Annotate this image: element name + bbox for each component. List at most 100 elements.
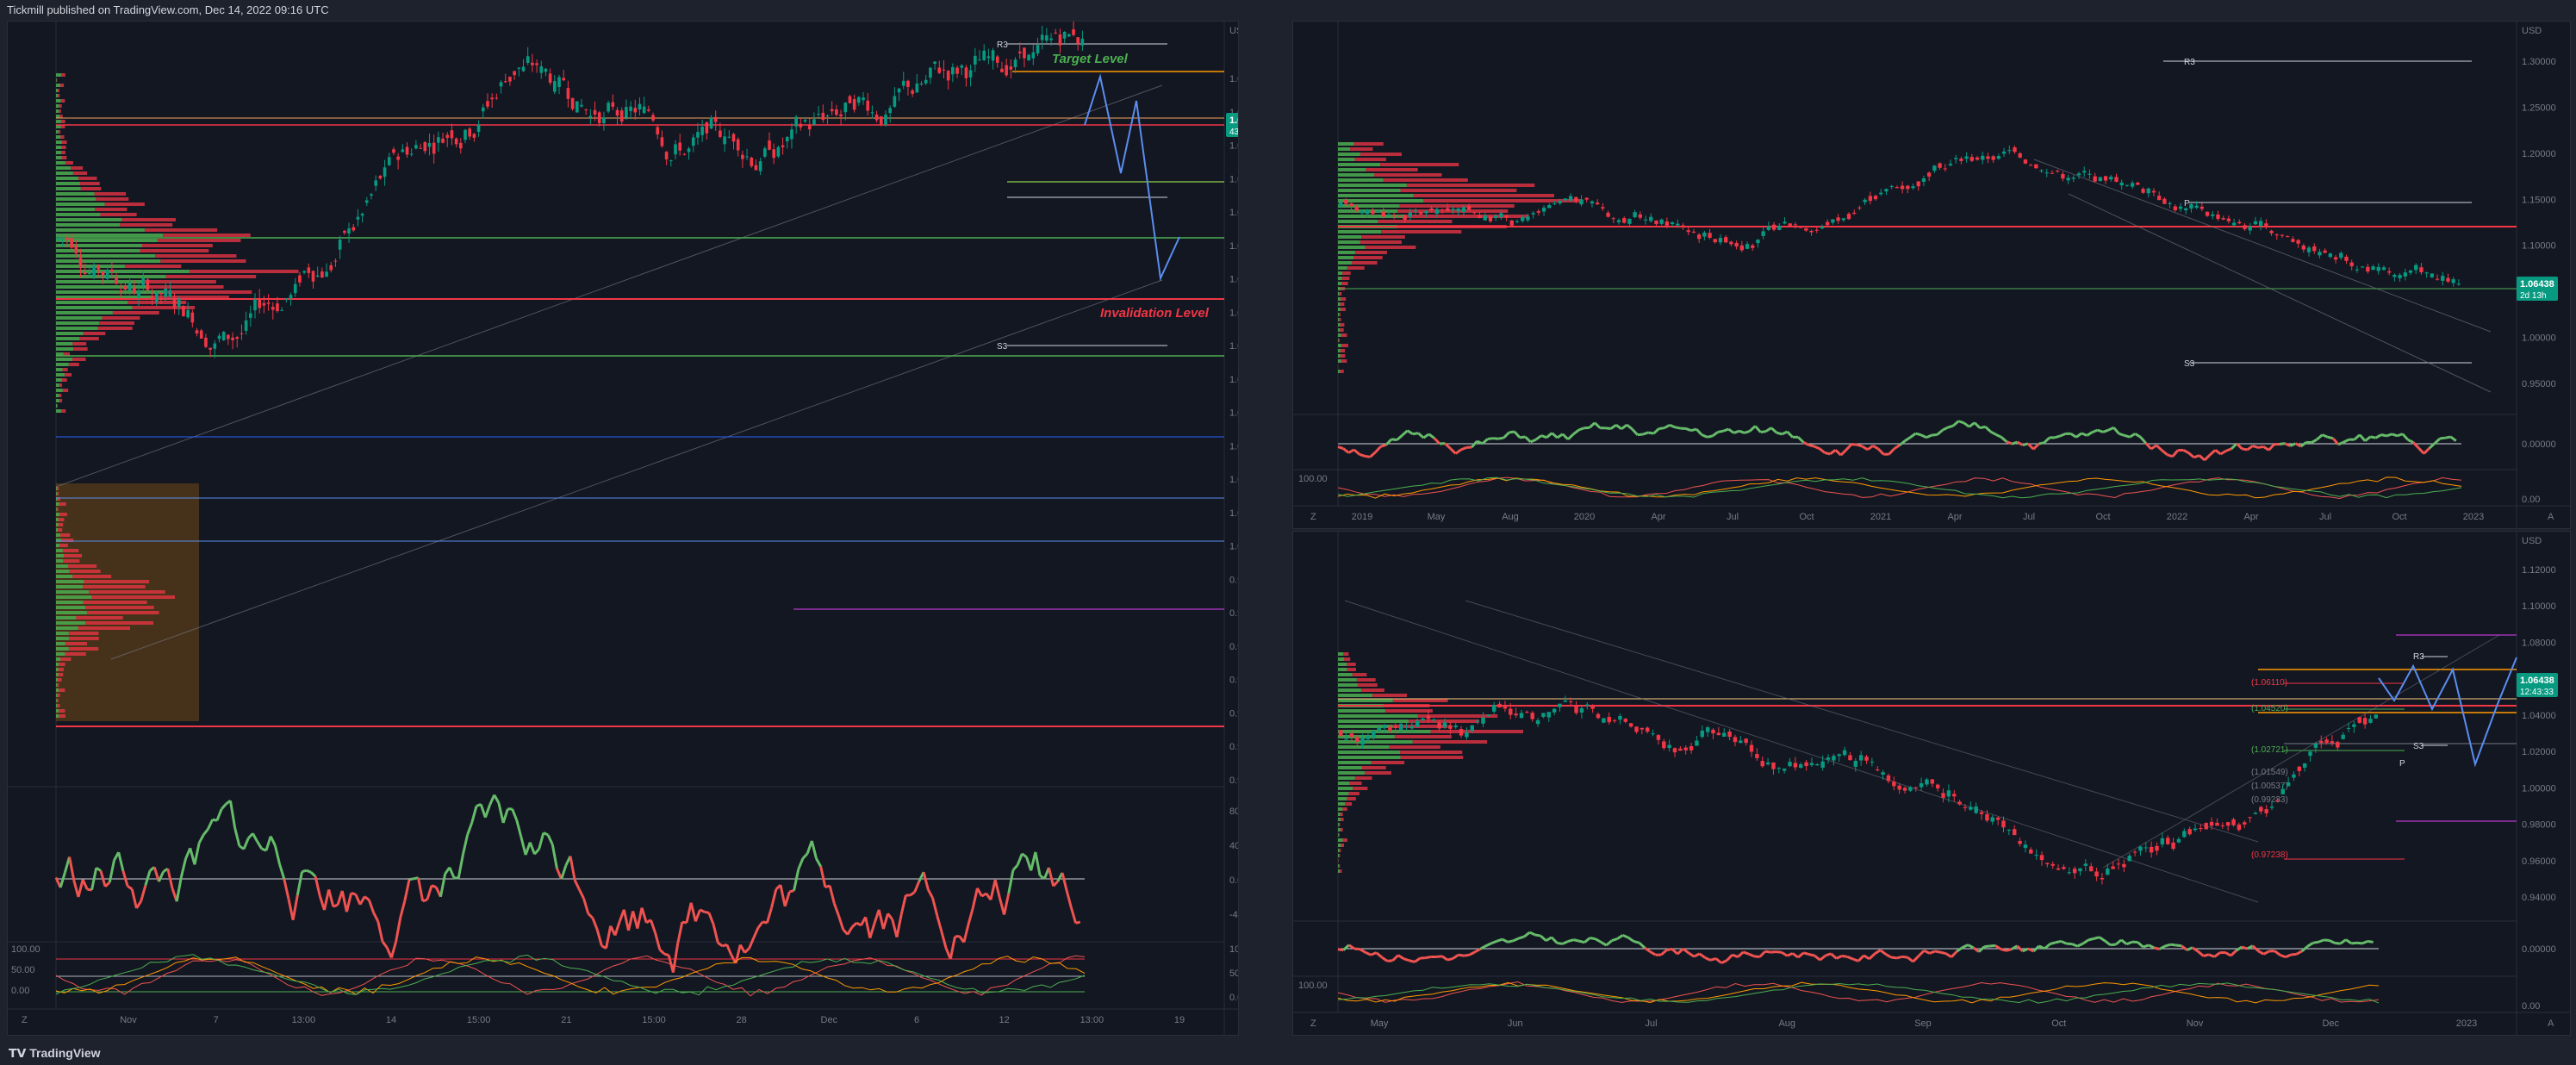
candle-body xyxy=(472,134,476,138)
left-y-tick: 0.97000 xyxy=(1229,742,1238,752)
volume-profile-bar xyxy=(56,270,190,273)
candle-body xyxy=(1656,735,1661,740)
oscillator-segment xyxy=(926,888,934,899)
candle-body xyxy=(490,97,494,100)
tradingview-logo[interactable]: 𝗧𝗩 TradingView xyxy=(9,1046,101,1061)
oscillator-segment xyxy=(2038,441,2044,445)
oscillator-segment xyxy=(1814,954,1821,962)
oscillator-segment xyxy=(1776,431,1783,436)
volume-profile-bar xyxy=(1338,323,1341,327)
oscillator-segment xyxy=(1669,423,1676,429)
channel-line xyxy=(2033,159,2492,333)
candle-body xyxy=(2155,845,2159,851)
oscillator-segment xyxy=(2022,947,2029,953)
candle-body xyxy=(1858,755,1864,761)
oscillator-segment xyxy=(376,920,384,943)
left-countdown: 43:53 xyxy=(1229,128,1238,137)
candle-body xyxy=(1941,793,1945,798)
candle-body xyxy=(1798,226,1803,228)
volume-profile-bar xyxy=(1338,657,1345,661)
candle-body xyxy=(338,240,342,250)
volume-profile-bar xyxy=(62,389,69,392)
oscillator-segment xyxy=(2032,944,2040,953)
volume-profile-bar xyxy=(56,487,57,490)
volume-profile-bar xyxy=(56,280,145,283)
candle-body xyxy=(1017,51,1022,53)
oscillator-segment xyxy=(327,888,335,907)
volume-profile-bar xyxy=(56,585,84,589)
volume-profile-bar xyxy=(1430,730,1524,733)
candle-body xyxy=(437,137,440,143)
candle-body xyxy=(280,309,283,311)
candle-body xyxy=(946,71,950,81)
candle-body xyxy=(1670,222,1675,224)
volume-profile-bar xyxy=(132,306,196,309)
oscillator-segment xyxy=(314,875,321,897)
volume-profile-bar xyxy=(1341,308,1346,311)
oscillator-segment xyxy=(287,898,295,921)
volume-profile-bar xyxy=(1338,339,1340,342)
oscillator-segment xyxy=(1605,939,1613,947)
oscillator-segment xyxy=(2156,444,2163,452)
tr-x-tick: Jul xyxy=(2319,512,2331,522)
oscillator-segment xyxy=(1742,950,1750,956)
oscillator-segment xyxy=(207,819,215,830)
oscillator-segment xyxy=(2358,433,2367,442)
candle-body xyxy=(1601,207,1605,209)
candle-body xyxy=(1366,736,1371,740)
candle-body xyxy=(356,216,360,220)
candle-body xyxy=(2141,189,2145,193)
candle-body xyxy=(1788,223,1792,227)
oscillator-segment xyxy=(528,842,536,855)
candle-body xyxy=(137,290,140,297)
candle-body xyxy=(682,153,687,155)
oscillator-segment xyxy=(793,869,800,891)
oscillator-segment xyxy=(797,857,805,870)
chart-panel-bottom-right[interactable]: R3 S3 P (1.06110) (1.04520) (1.02721) (1.01549… xyxy=(1292,531,2571,1036)
oscillator-segment xyxy=(765,906,774,924)
chart-svg-bottom-right[interactable]: R3S3P(1.06110)(1.04520)(1.02721)(1.01549… xyxy=(1293,532,2570,1035)
candle-body xyxy=(244,320,248,331)
oscillator-segment xyxy=(1877,447,1885,456)
stochastic-line xyxy=(1337,981,2380,1003)
level-label: (1.06110) xyxy=(2251,678,2287,688)
candle-body xyxy=(1749,744,1754,752)
candle-body xyxy=(2012,829,2017,836)
volume-profile-bar xyxy=(163,234,251,237)
oscillator-segment xyxy=(1690,427,1697,433)
volume-profile-bar xyxy=(84,621,154,625)
candle-body xyxy=(1751,245,1755,248)
stoch-tick: 0.00 xyxy=(2522,1001,2540,1012)
volume-profile-bar xyxy=(104,202,145,206)
chart-panel-top-right[interactable]: R3 P S3 USD 1.30000 1.25000 1.20000 1.15000 1.10… xyxy=(1292,21,2571,529)
oscillator-segment xyxy=(291,894,299,921)
candle-body xyxy=(213,343,217,349)
candle-body xyxy=(2225,822,2231,826)
candle-body xyxy=(1722,732,1727,737)
volume-profile-bar xyxy=(56,549,63,552)
volume-profile-bar xyxy=(59,544,68,547)
oscillator-segment xyxy=(783,891,791,907)
oscillator-segment xyxy=(654,932,662,950)
oscillator-segment xyxy=(1901,955,1908,959)
candle-body xyxy=(2050,172,2055,174)
oscillator-segment xyxy=(144,870,152,887)
candle-body xyxy=(1633,212,1637,218)
candle-body xyxy=(2352,724,2356,727)
oscillator-segment xyxy=(1513,431,1521,439)
candle-body xyxy=(2231,222,2237,226)
tr-x-tick: Oct xyxy=(2392,512,2406,522)
candle-body xyxy=(387,157,391,165)
oscillator-segment xyxy=(158,871,165,882)
oscillator-segment xyxy=(1584,937,1591,944)
chart-svg-top-right[interactable]: R3PS3USD1.300001.250001.200001.150001.10… xyxy=(1293,22,2570,528)
volume-profile-bar xyxy=(1338,199,1424,202)
left-y-tick: 0.99000 xyxy=(1229,608,1238,619)
candle-body xyxy=(1563,701,1568,702)
volume-profile-bar xyxy=(1338,719,1409,723)
oscillator-segment xyxy=(1786,952,1794,957)
oscillator-segment xyxy=(2351,941,2357,945)
